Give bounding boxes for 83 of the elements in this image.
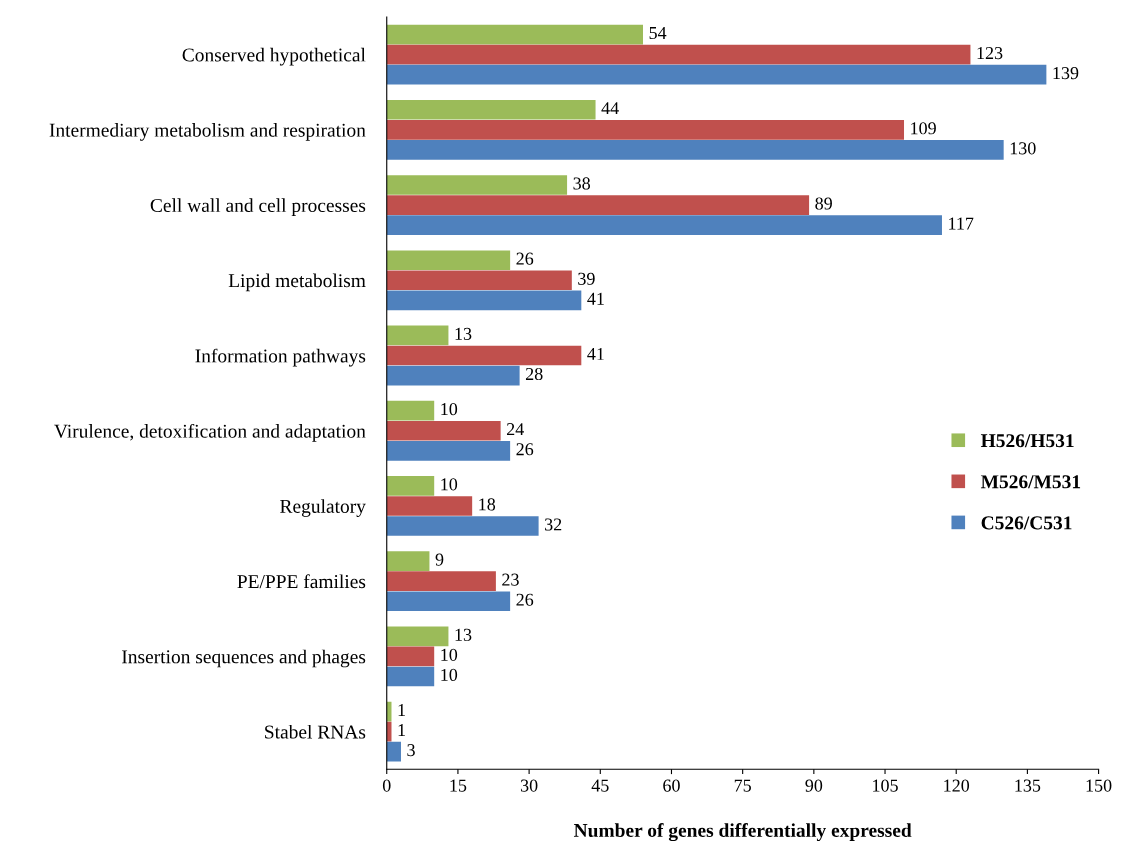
y-tick-label: Intermediary metabolism and respiration xyxy=(49,123,366,141)
x-tick-label: 45 xyxy=(591,779,609,792)
data-label: 109 xyxy=(911,122,936,135)
legend-label: C526/C531 xyxy=(981,516,1072,530)
bar xyxy=(386,440,511,461)
bar xyxy=(386,666,435,687)
data-label: 18 xyxy=(479,498,496,511)
y-tick-label: Virulence, detoxification and adaptation xyxy=(54,423,366,442)
bar xyxy=(386,400,435,421)
data-label: 13 xyxy=(455,628,472,641)
x-tick-label: 30 xyxy=(520,779,538,792)
x-tick-label: 105 xyxy=(873,779,898,792)
data-label: 10 xyxy=(441,648,458,661)
bar xyxy=(386,140,1004,160)
data-label: 38 xyxy=(573,177,590,190)
data-label: 9 xyxy=(435,553,444,566)
y-tick-label: Regulatory xyxy=(280,499,366,517)
bar xyxy=(386,64,1047,85)
data-label: 130 xyxy=(1010,142,1036,155)
bar xyxy=(386,741,401,762)
x-tick-label: 135 xyxy=(1015,779,1041,792)
data-label: 3 xyxy=(407,744,415,757)
bar xyxy=(386,290,582,311)
data-label: 10 xyxy=(441,668,458,681)
y-tick-label: Insertion sequences and phages xyxy=(122,649,366,668)
data-label: 23 xyxy=(502,573,519,586)
y-tick-label: PE/PPE families xyxy=(237,574,366,589)
bar xyxy=(386,270,572,291)
x-tick-label: 75 xyxy=(734,779,751,792)
data-label: 123 xyxy=(977,47,1003,60)
data-label: 13 xyxy=(455,327,472,340)
bar xyxy=(386,120,905,140)
bar xyxy=(386,591,511,612)
bar xyxy=(386,99,596,120)
bar xyxy=(386,44,971,65)
bar xyxy=(386,215,942,235)
data-label: 41 xyxy=(587,292,604,305)
data-label: 89 xyxy=(815,197,832,210)
data-label: 26 xyxy=(516,252,534,265)
y-tick-label: Lipid metabolism xyxy=(228,273,366,292)
data-label: 1 xyxy=(398,724,405,736)
data-label: 24 xyxy=(506,423,524,436)
bar xyxy=(386,345,582,366)
x-tick-label: 150 xyxy=(1086,779,1112,792)
bar xyxy=(386,476,435,496)
bar xyxy=(386,365,520,386)
data-label: 10 xyxy=(441,403,458,416)
bar xyxy=(386,626,449,647)
x-tick-label: 90 xyxy=(805,779,823,792)
y-tick-label: Information pathways xyxy=(195,348,366,367)
data-label: 44 xyxy=(601,102,619,115)
y-tick-label: Stabel RNAs xyxy=(265,724,366,739)
bar xyxy=(386,250,511,271)
legend-label: M526/M531 xyxy=(980,475,1081,489)
x-tick-label: 120 xyxy=(944,779,970,792)
x-tick-label: 15 xyxy=(450,779,467,792)
bar xyxy=(386,325,449,346)
y-tick-label: Cell wall and cell processes xyxy=(150,198,366,216)
data-label: 117 xyxy=(949,217,974,230)
data-label: 32 xyxy=(545,518,562,531)
data-label: 10 xyxy=(441,478,458,491)
x-tick-label: 60 xyxy=(663,779,680,792)
data-label: 139 xyxy=(1053,67,1079,80)
bar xyxy=(386,496,473,516)
x-tick-label: 0 xyxy=(382,779,391,792)
y-tick-label: Conserved hypothetical xyxy=(182,47,366,66)
bar xyxy=(386,551,430,571)
bar xyxy=(386,516,539,536)
bar xyxy=(386,24,644,45)
legend-label: H526/H531 xyxy=(980,434,1074,448)
data-label: 1 xyxy=(398,704,405,716)
bar xyxy=(386,571,496,592)
data-label: 41 xyxy=(587,347,604,360)
data-label: 39 xyxy=(578,272,595,285)
bar xyxy=(386,420,501,441)
data-label: 28 xyxy=(525,367,543,381)
data-label: 26 xyxy=(516,443,534,456)
x-axis-title: Number of genes differentially expressed xyxy=(573,823,912,842)
bar xyxy=(386,646,435,667)
bar xyxy=(386,195,810,215)
data-label: 54 xyxy=(649,27,667,40)
bar xyxy=(386,175,568,195)
data-label: 26 xyxy=(516,593,534,606)
